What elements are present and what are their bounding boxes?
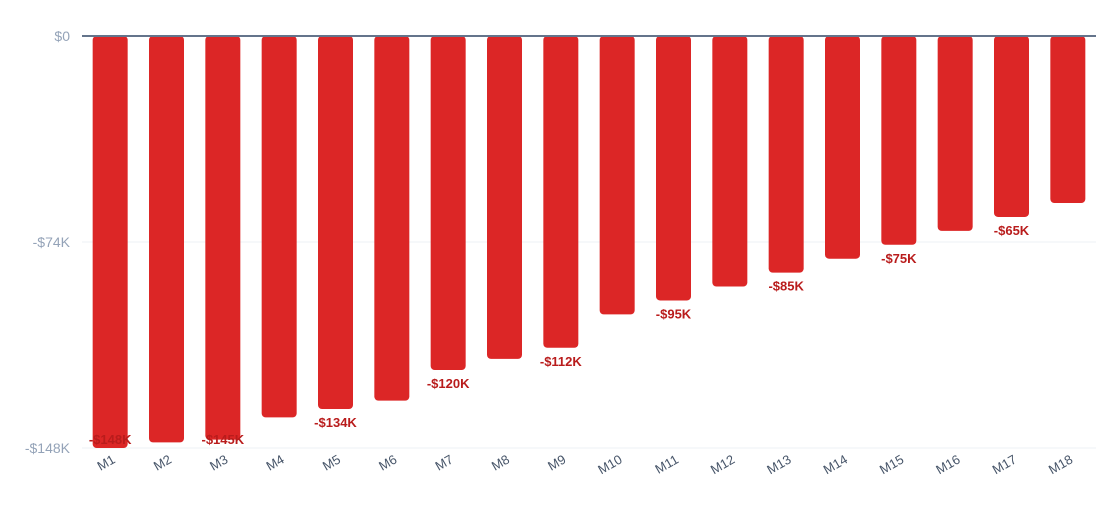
data-label-m3: -$145K [202,432,245,447]
bar-m10[interactable] [599,36,635,315]
bar-m14[interactable] [825,36,860,259]
bar-m15[interactable] [881,36,917,245]
bar-m12[interactable] [712,36,748,287]
data-label-m13: -$85K [768,279,804,294]
gridlines [82,241,1096,449]
data-label-m17: -$65K [994,223,1030,238]
x-tick-label: M3 [207,452,230,474]
data-label-m9: -$112K [540,354,583,369]
bar-m4[interactable] [261,36,297,418]
data-label-m1: -$148K [89,432,132,447]
bar-m13[interactable] [768,36,804,273]
bar-m2[interactable] [149,36,184,443]
x-tick-label: M7 [433,452,456,474]
y-tick-label: -$74K [33,234,71,250]
x-tick-label: M1 [95,452,118,474]
bar-m16[interactable] [937,36,973,231]
bar-m11[interactable] [656,36,691,301]
x-tick-label: M17 [990,452,1019,478]
bar-m7[interactable] [430,36,466,371]
y-tick-label: -$148K [25,440,71,456]
data-label-m15: -$75K [881,251,917,266]
bar-m5[interactable] [318,36,353,410]
x-tick-label: M15 [877,452,906,478]
data-label-m11: -$95K [656,306,692,321]
x-tick-label: M6 [376,452,399,474]
bar-m17[interactable] [994,36,1029,217]
x-tick-label: M16 [933,452,962,478]
x-tick-label: M12 [708,452,737,478]
data-label-m7: -$120K [427,376,470,391]
x-tick-label: M18 [1046,452,1075,478]
x-tick-label: M4 [264,452,287,474]
bar-m18[interactable] [1050,36,1086,204]
x-tick-label: M2 [151,452,174,474]
y-axis-ticks: $0 -$74K -$148K [25,28,71,456]
x-tick-label: M5 [320,452,343,474]
y-tick-label: $0 [54,28,70,44]
bar-m6[interactable] [374,36,410,401]
x-axis-ticks: M1 M2 M3 M4 M5 M6 M7 M8 M9 M10 M11 M12 M13 M14 M15 M16 M… [95,452,1076,478]
bar-m3[interactable] [205,36,241,440]
bar-m8[interactable] [487,36,522,359]
bar-m1[interactable] [92,36,128,448]
data-label-m5: -$134K [314,415,357,430]
bar-m9[interactable] [543,36,579,348]
x-tick-label: M11 [652,452,681,477]
x-tick-label: M9 [545,452,568,474]
x-tick-label: M10 [595,452,624,478]
x-tick-label: M14 [821,452,850,478]
x-tick-label: M8 [489,452,512,474]
x-tick-label: M13 [764,452,793,478]
bars [92,36,1086,448]
data-labels: -$148K -$145K -$134K -$120K -$112K -$95K -$85K… [89,223,1030,447]
